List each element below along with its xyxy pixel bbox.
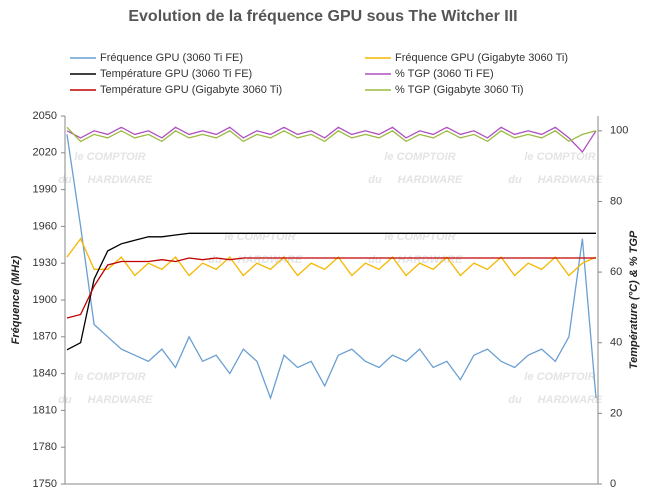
chart-title: Evolution de la fréquence GPU sous The W…: [128, 8, 517, 25]
legend-label: Fréquence GPU (3060 Ti FE): [100, 52, 243, 64]
watermark: du: [208, 254, 222, 266]
series-line: [66, 134, 597, 401]
y-axis-label: Fréquence (MHz): [10, 255, 22, 344]
watermark: HARDWARE: [538, 174, 603, 186]
y2-axis-label: Température (°C) & % TGP: [628, 230, 640, 369]
series-line: [66, 126, 597, 154]
legend-label: Température GPU (Gigabyte 3060 Ti): [100, 84, 282, 96]
watermark: HARDWARE: [238, 254, 303, 266]
watermark: du: [508, 394, 522, 406]
series-line: [66, 232, 596, 351]
y-tick-label: 1900: [33, 294, 57, 306]
y-tick-label: 2020: [33, 147, 57, 159]
y-tick-label: 1930: [33, 257, 57, 269]
watermark: HARDWARE: [88, 174, 153, 186]
y2-tick-label: 20: [610, 407, 622, 419]
y2-tick-label: 40: [610, 337, 622, 349]
series-line: [66, 126, 597, 143]
watermark: HARDWARE: [398, 174, 463, 186]
watermark: HARDWARE: [398, 254, 463, 266]
watermark: du: [508, 174, 522, 186]
series-line: [66, 257, 596, 319]
watermark: le COMPTOIR: [74, 371, 145, 383]
legend-label: % TGP (Gigabyte 3060 Ti): [395, 84, 524, 96]
watermark: le COMPTOIR: [384, 151, 455, 163]
watermark: HARDWARE: [538, 394, 603, 406]
y2-tick-label: 80: [610, 195, 622, 207]
y2-tick-label: 60: [610, 266, 622, 278]
watermark: du: [368, 174, 382, 186]
y-tick-label: 1750: [33, 478, 57, 490]
y-tick-label: 1990: [33, 184, 57, 196]
y-tick-label: 1960: [33, 220, 57, 232]
y2-tick-label: 100: [610, 125, 628, 137]
y-tick-label: 1840: [33, 368, 57, 380]
y-tick-label: 1780: [33, 441, 57, 453]
y-tick-label: 2050: [33, 110, 57, 122]
watermark: le COMPTOIR: [524, 151, 595, 163]
y2-tick-label: 0: [610, 478, 616, 490]
watermark: du: [368, 254, 382, 266]
watermark: le COMPTOIR: [74, 151, 145, 163]
legend-label: Température GPU (3060 Ti FE): [100, 68, 252, 80]
legend-label: % TGP (3060 Ti FE): [395, 68, 494, 80]
watermark: le COMPTOIR: [524, 371, 595, 383]
y-tick-label: 1870: [33, 331, 57, 343]
legend-label: Fréquence GPU (Gigabyte 3060 Ti): [395, 52, 568, 64]
watermark: HARDWARE: [88, 394, 153, 406]
series-line: [66, 237, 597, 277]
y-tick-label: 1810: [33, 404, 57, 416]
